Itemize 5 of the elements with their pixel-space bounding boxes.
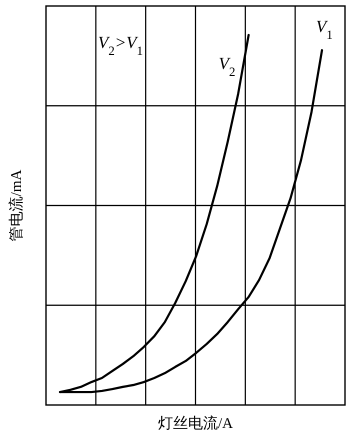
series-label: V$_{2}$ — [218, 54, 236, 79]
series-label: V$_{1}$ — [316, 17, 333, 42]
x-axis-title: 灯丝电流/A — [158, 415, 234, 432]
y-axis-title: 管电流/mA — [8, 170, 25, 242]
annotation: V$_{2}$>V$_{1}$ — [98, 33, 143, 58]
